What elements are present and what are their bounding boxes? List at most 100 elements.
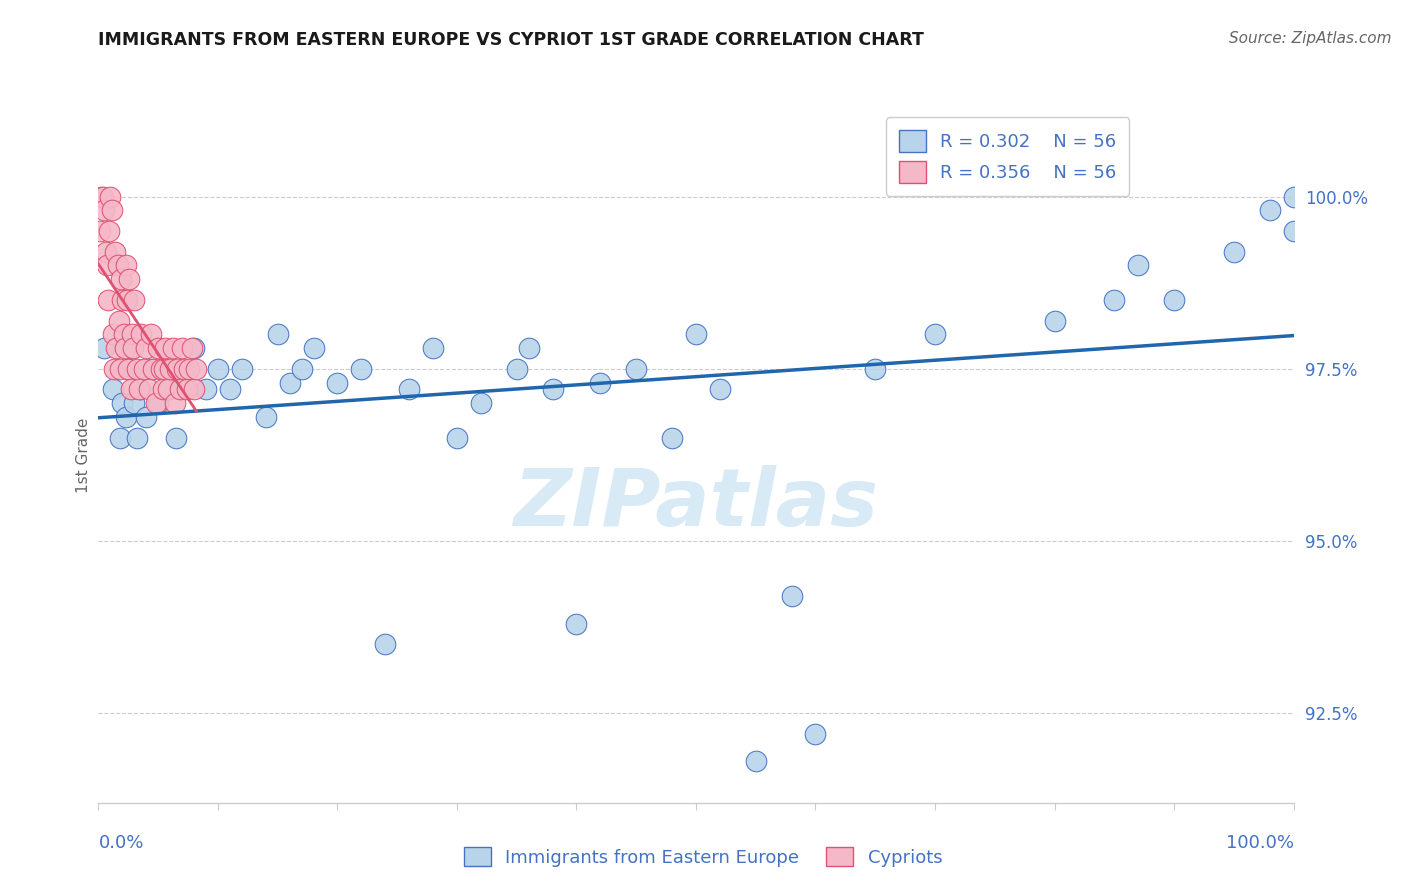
Point xyxy=(374,637,396,651)
Point xyxy=(108,431,131,445)
Point xyxy=(176,383,198,397)
Point xyxy=(96,259,118,273)
Point xyxy=(145,396,167,410)
Point xyxy=(163,396,186,410)
Point xyxy=(159,361,181,376)
Point xyxy=(350,361,373,376)
Point xyxy=(101,383,124,397)
Point xyxy=(141,361,163,376)
Point xyxy=(863,361,886,376)
Point xyxy=(173,361,195,376)
Point xyxy=(91,189,114,203)
Point xyxy=(125,431,148,445)
Point xyxy=(166,361,188,376)
Point xyxy=(148,341,170,355)
Y-axis label: 1st Grade: 1st Grade xyxy=(76,417,91,492)
Point xyxy=(114,341,136,355)
Point xyxy=(138,383,160,397)
Text: 100.0%: 100.0% xyxy=(1226,834,1294,852)
Point xyxy=(110,272,132,286)
Point xyxy=(179,361,201,376)
Point xyxy=(302,341,325,355)
Point xyxy=(152,383,174,397)
Text: ZIPatlas: ZIPatlas xyxy=(513,465,879,542)
Point xyxy=(924,327,946,342)
Point xyxy=(1258,203,1281,218)
Point xyxy=(120,383,142,397)
Point xyxy=(107,259,129,273)
Point xyxy=(159,383,181,397)
Point xyxy=(804,727,827,741)
Point xyxy=(1128,259,1150,273)
Point xyxy=(112,327,135,342)
Point xyxy=(115,259,138,273)
Legend: R = 0.302    N = 56, R = 0.356    N = 56: R = 0.302 N = 56, R = 0.356 N = 56 xyxy=(886,118,1129,196)
Point xyxy=(98,224,121,238)
Point xyxy=(103,361,125,376)
Point xyxy=(124,293,146,307)
Point xyxy=(111,396,134,410)
Point xyxy=(169,383,191,397)
Point xyxy=(565,616,588,631)
Point xyxy=(1163,293,1185,307)
Point xyxy=(93,341,115,355)
Point xyxy=(1102,293,1125,307)
Point xyxy=(745,755,768,769)
Point xyxy=(326,376,349,390)
Point xyxy=(115,410,138,425)
Text: 0.0%: 0.0% xyxy=(98,834,143,852)
Point xyxy=(153,361,176,376)
Point xyxy=(155,341,177,355)
Legend: Immigrants from Eastern Europe, Cypriots: Immigrants from Eastern Europe, Cypriots xyxy=(457,840,949,874)
Point xyxy=(94,244,117,259)
Point xyxy=(131,327,153,342)
Point xyxy=(121,341,143,355)
Point xyxy=(254,410,277,425)
Point xyxy=(149,361,172,376)
Point xyxy=(156,383,179,397)
Point xyxy=(153,361,176,376)
Point xyxy=(105,341,128,355)
Point xyxy=(183,383,205,397)
Point xyxy=(125,361,148,376)
Point xyxy=(129,383,152,397)
Point xyxy=(290,361,312,376)
Point xyxy=(98,189,122,203)
Point xyxy=(219,383,242,397)
Point xyxy=(128,383,150,397)
Point xyxy=(132,361,155,376)
Point xyxy=(100,203,122,218)
Point xyxy=(422,341,444,355)
Point xyxy=(589,376,612,390)
Point xyxy=(685,327,707,342)
Point xyxy=(1282,224,1305,238)
Point xyxy=(661,431,683,445)
Point xyxy=(172,376,194,390)
Point xyxy=(780,589,803,603)
Point xyxy=(115,293,138,307)
Text: Source: ZipAtlas.com: Source: ZipAtlas.com xyxy=(1229,31,1392,46)
Point xyxy=(117,361,139,376)
Point xyxy=(90,189,112,203)
Point xyxy=(124,396,146,410)
Point xyxy=(709,383,731,397)
Point xyxy=(142,361,165,376)
Point xyxy=(104,244,127,259)
Point xyxy=(117,361,139,376)
Point xyxy=(183,341,205,355)
Point xyxy=(207,361,229,376)
Point xyxy=(186,361,208,376)
Point xyxy=(180,341,202,355)
Point xyxy=(139,327,162,342)
Point xyxy=(624,361,647,376)
Point xyxy=(165,431,187,445)
Point xyxy=(278,376,301,390)
Point xyxy=(1222,244,1246,259)
Point xyxy=(135,410,157,425)
Point xyxy=(517,341,540,355)
Point xyxy=(122,341,145,355)
Point xyxy=(148,396,170,410)
Point xyxy=(93,203,115,218)
Point xyxy=(1043,313,1066,327)
Point xyxy=(470,396,492,410)
